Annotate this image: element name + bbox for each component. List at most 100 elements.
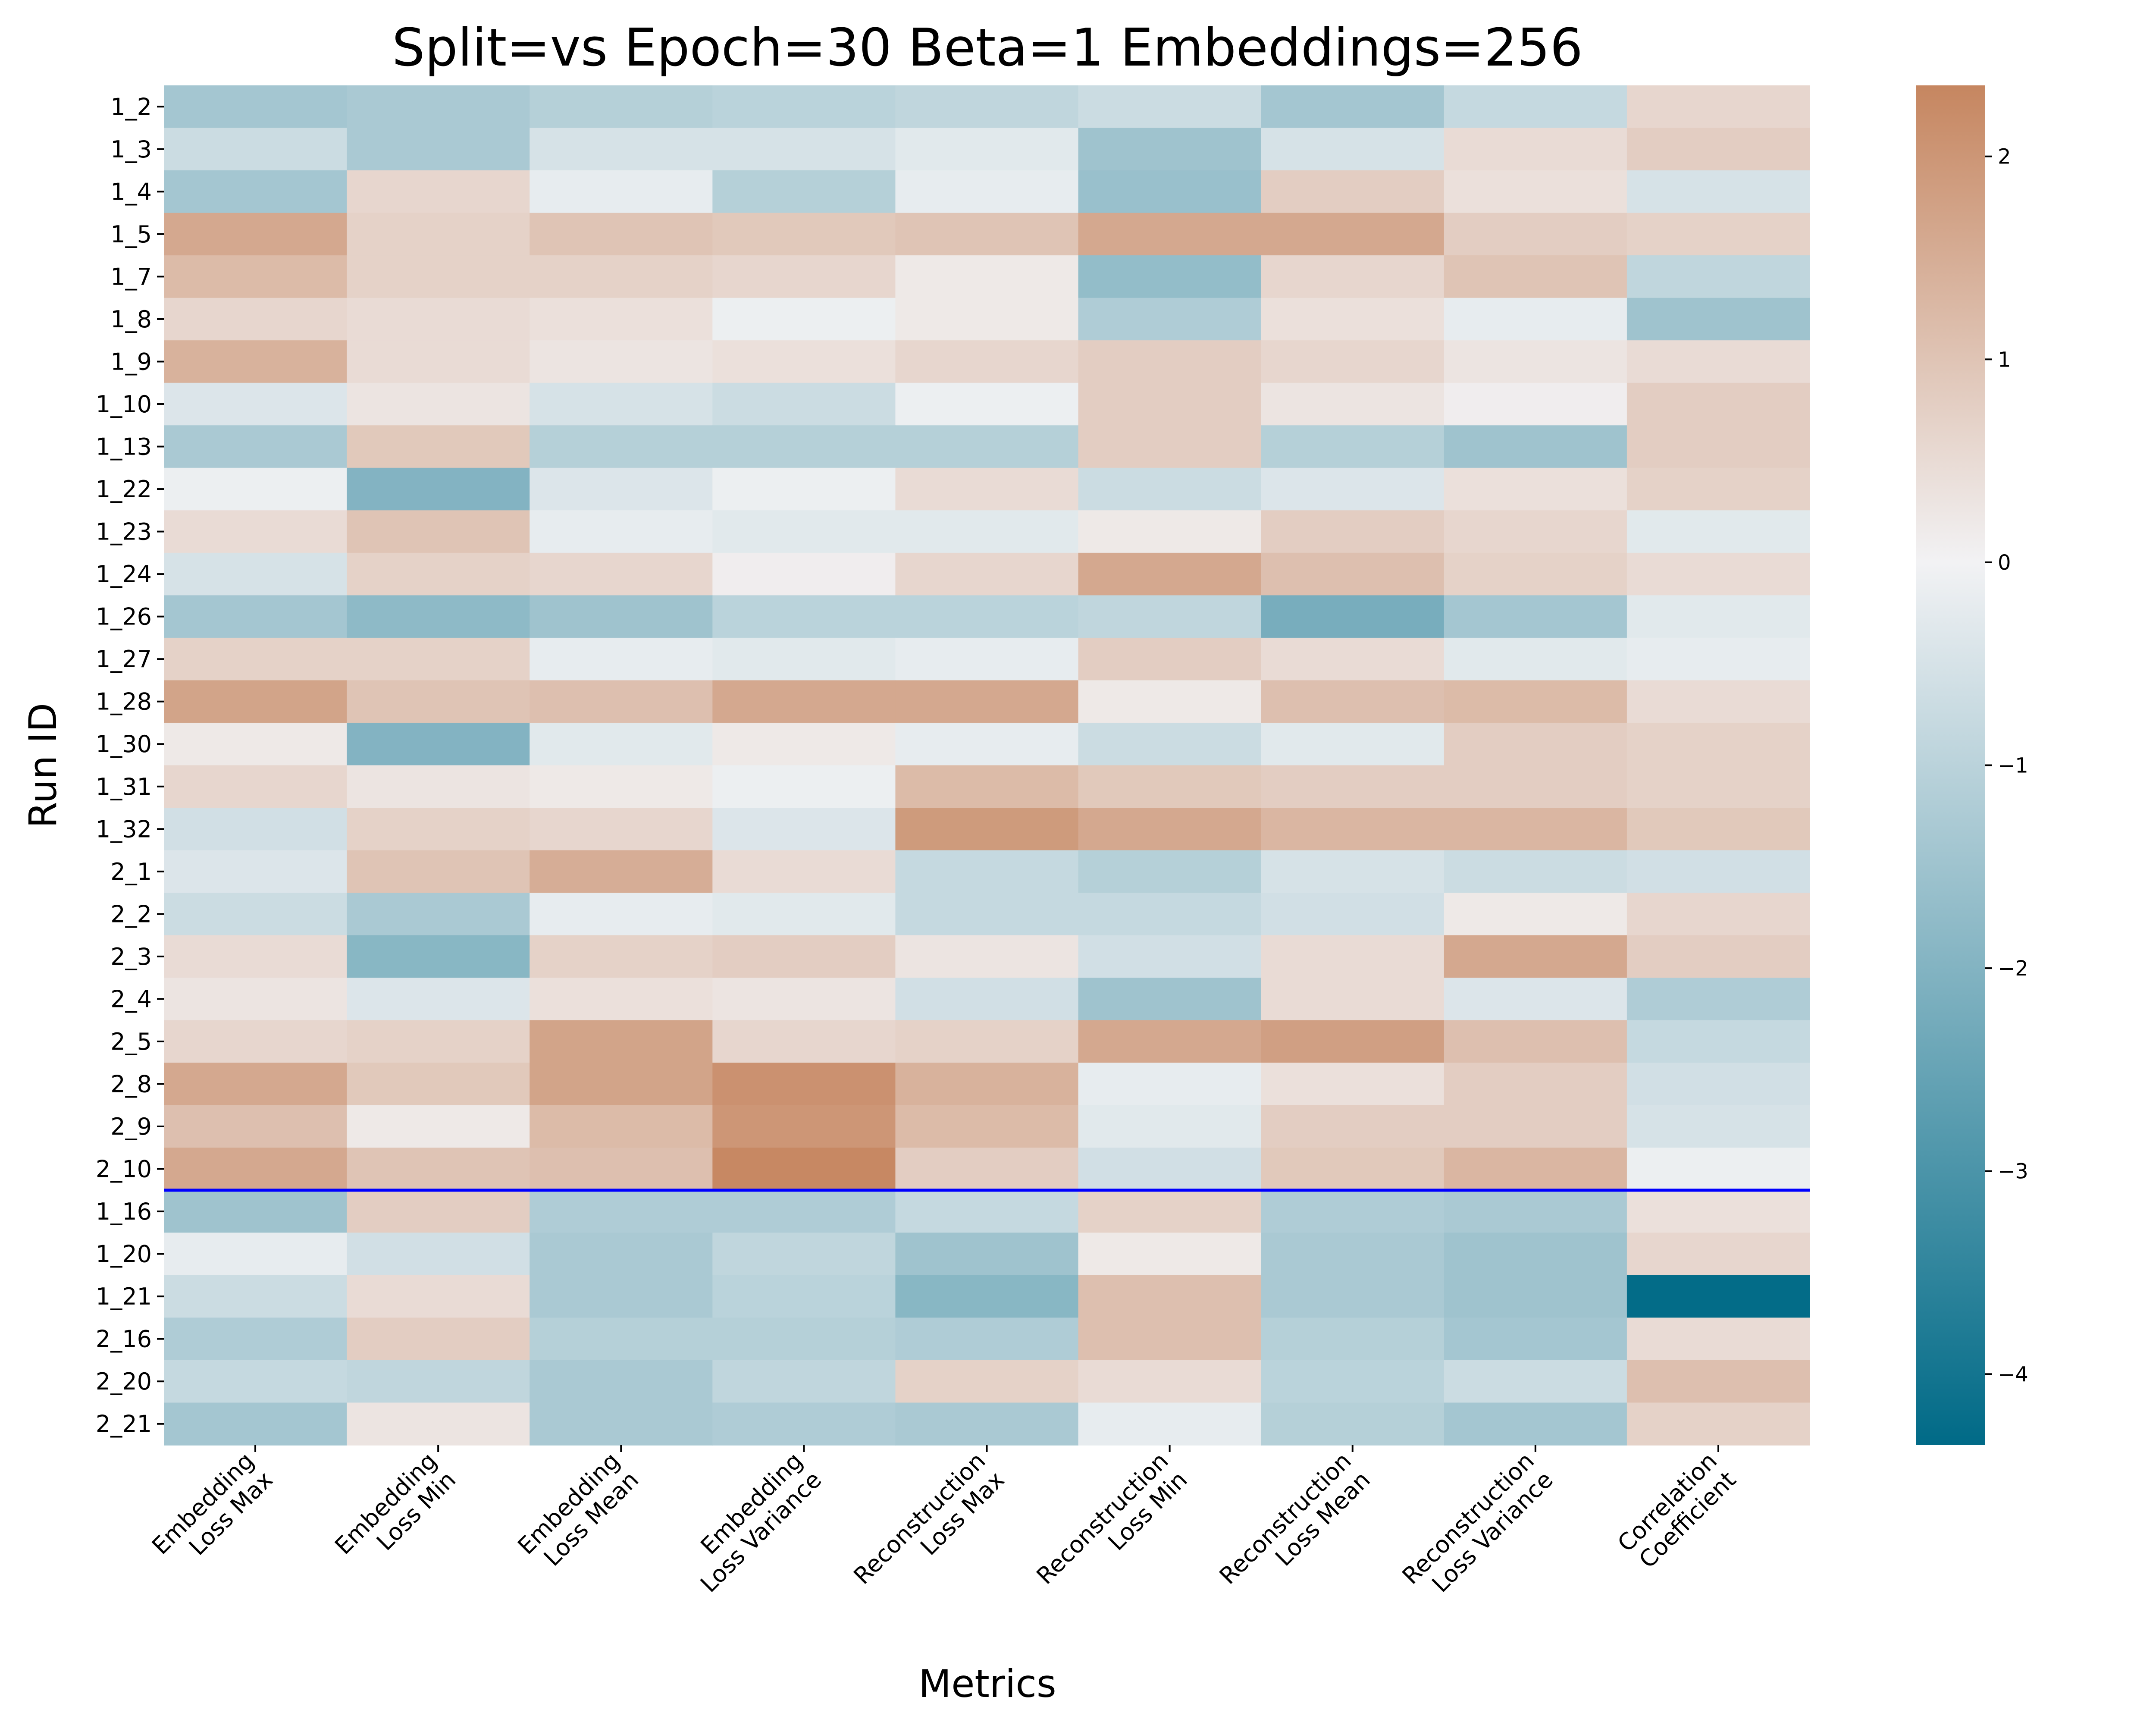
heatmap-cell — [712, 935, 896, 978]
heatmap-cell — [1261, 1402, 1445, 1446]
heatmap-cell — [164, 467, 347, 511]
heatmap-cell — [1626, 128, 1810, 171]
heatmap-cell — [347, 255, 530, 298]
heatmap-cell — [712, 595, 896, 638]
heatmap-cell — [712, 808, 896, 851]
heatmap-cells — [164, 85, 1810, 1446]
heatmap-cell — [1261, 680, 1445, 723]
colorbar-tick-label: −2 — [1998, 957, 2028, 981]
heatmap-cell — [530, 1360, 713, 1403]
heatmap-cell — [1444, 170, 1627, 213]
heatmap-cell — [895, 1233, 1079, 1276]
heatmap-cell — [1626, 1317, 1810, 1361]
heatmap-cell — [530, 1105, 713, 1148]
heatmap-cell — [1261, 467, 1445, 511]
heatmap-cell — [1078, 1105, 1262, 1148]
y-tick-label: 1_2 — [110, 93, 152, 120]
heatmap-cell — [347, 1020, 530, 1063]
heatmap-cell — [164, 1233, 347, 1276]
heatmap-cell — [712, 383, 896, 426]
heatmap-cell — [712, 1402, 896, 1446]
heatmap-cell — [1444, 383, 1627, 426]
heatmap-cell — [530, 510, 713, 553]
heatmap-cell — [164, 85, 347, 129]
heatmap-cell — [1444, 467, 1627, 511]
heatmap-cell — [712, 467, 896, 511]
heatmap-cell — [1078, 680, 1262, 723]
y-tick-label: 1_32 — [96, 815, 152, 843]
heatmap-cell — [712, 510, 896, 553]
heatmap-cell — [347, 425, 530, 468]
heatmap-cell — [530, 893, 713, 936]
heatmap-cell — [1444, 978, 1627, 1021]
heatmap-cell — [164, 128, 347, 171]
heatmap-cell — [1261, 383, 1445, 426]
heatmap-cell — [1444, 1020, 1627, 1063]
heatmap-cell — [1626, 467, 1810, 511]
y-tick-label: 1_16 — [96, 1198, 152, 1225]
heatmap-cell — [1626, 850, 1810, 893]
heatmap-cell — [1626, 680, 1810, 723]
heatmap-cell — [712, 128, 896, 171]
heatmap-cell — [1078, 808, 1262, 851]
heatmap-cell — [895, 340, 1079, 383]
heatmap-cell — [1626, 765, 1810, 808]
heatmap-cell — [530, 1275, 713, 1318]
heatmap-cell — [347, 637, 530, 681]
heatmap-cell — [347, 850, 530, 893]
heatmap-cell — [1444, 722, 1627, 766]
heatmap-cell — [1626, 1190, 1810, 1233]
heatmap-cell — [164, 510, 347, 553]
heatmap-cell — [712, 1317, 896, 1361]
y-tick-label: 1_24 — [96, 561, 152, 588]
y-tick-label: 2_3 — [110, 943, 152, 970]
heatmap-cell — [1626, 255, 1810, 298]
heatmap-cell — [895, 383, 1079, 426]
heatmap-cell — [1626, 340, 1810, 383]
heatmap-cell — [1261, 128, 1445, 171]
heatmap-cell — [164, 425, 347, 468]
heatmap-cell — [164, 1402, 347, 1446]
heatmap-cell — [895, 595, 1079, 638]
heatmap-cell — [712, 1063, 896, 1106]
heatmap-cell — [1444, 510, 1627, 553]
heatmap-cell — [347, 552, 530, 596]
heatmap-cell — [1444, 1317, 1627, 1361]
heatmap-cell — [712, 893, 896, 936]
heatmap-cell — [164, 383, 347, 426]
heatmap-cell — [712, 255, 896, 298]
heatmap-cell — [1261, 1063, 1445, 1106]
heatmap-cell — [1078, 128, 1262, 171]
heatmap-cell — [530, 552, 713, 596]
heatmap-cell — [347, 595, 530, 638]
x-tick-label: ReconstructionLoss Max — [848, 1447, 1009, 1609]
heatmap-cell — [530, 1148, 713, 1191]
heatmap-cell — [895, 1317, 1079, 1361]
heatmap-cell — [1261, 808, 1445, 851]
heatmap-cell — [712, 1275, 896, 1318]
heatmap-cell — [1078, 722, 1262, 766]
heatmap-cell — [1444, 1360, 1627, 1403]
colorbar: 2 1 0 −1 −2 −3 −4 — [1916, 85, 2028, 1445]
heatmap-cell — [1444, 850, 1627, 893]
heatmap-cell — [1444, 893, 1627, 936]
heatmap-cell — [895, 1020, 1079, 1063]
heatmap-cell — [1078, 1233, 1262, 1276]
heatmap-cell — [895, 893, 1079, 936]
heatmap-cell — [164, 978, 347, 1021]
y-tick-label: 1_20 — [96, 1241, 152, 1268]
heatmap-cell — [530, 765, 713, 808]
heatmap-cell — [530, 383, 713, 426]
heatmap-cell — [895, 1275, 1079, 1318]
heatmap-cell — [895, 213, 1079, 256]
heatmap-cell — [1444, 1148, 1627, 1191]
heatmap-cell — [1078, 1020, 1262, 1063]
heatmap-cell — [1261, 425, 1445, 468]
y-tick-label: 2_16 — [96, 1326, 152, 1353]
heatmap-cell — [530, 255, 713, 298]
colorbar-tick-label: 0 — [1998, 551, 2011, 575]
x-tick-label: CorrelationCoefficient — [1612, 1447, 1741, 1576]
heatmap-cell — [1261, 893, 1445, 936]
heatmap-cell — [530, 935, 713, 978]
heatmap-cell — [1078, 340, 1262, 383]
